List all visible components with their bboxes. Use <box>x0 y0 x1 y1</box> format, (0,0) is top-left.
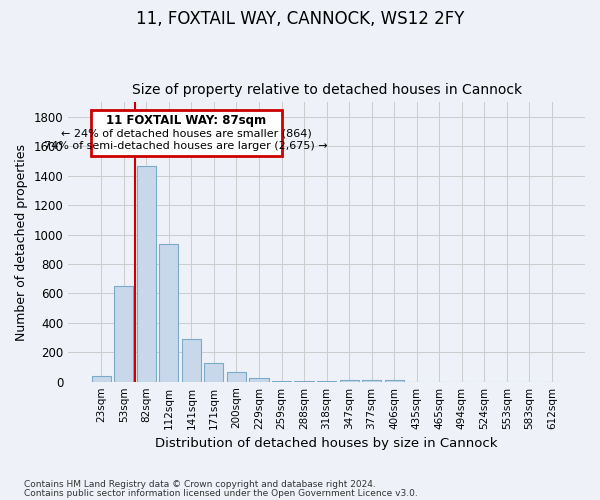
Text: 74% of semi-detached houses are larger (2,675) →: 74% of semi-detached houses are larger (… <box>44 141 328 151</box>
Y-axis label: Number of detached properties: Number of detached properties <box>15 144 28 340</box>
Bar <box>91 110 281 156</box>
Title: Size of property relative to detached houses in Cannock: Size of property relative to detached ho… <box>131 83 521 97</box>
Bar <box>250 378 269 382</box>
Bar <box>205 362 223 382</box>
Text: Contains public sector information licensed under the Open Government Licence v3: Contains public sector information licen… <box>24 489 418 498</box>
Bar <box>362 380 381 382</box>
Bar <box>295 381 314 382</box>
Bar <box>137 166 156 382</box>
Bar <box>159 244 178 382</box>
Text: 11 FOXTAIL WAY: 87sqm: 11 FOXTAIL WAY: 87sqm <box>106 114 266 127</box>
Text: 11, FOXTAIL WAY, CANNOCK, WS12 2FY: 11, FOXTAIL WAY, CANNOCK, WS12 2FY <box>136 10 464 28</box>
Text: ← 24% of detached houses are smaller (864): ← 24% of detached houses are smaller (86… <box>61 128 311 138</box>
Bar <box>385 380 404 382</box>
Bar <box>272 381 291 382</box>
Bar <box>114 286 133 382</box>
Bar <box>92 376 111 382</box>
Bar <box>182 339 201 382</box>
Bar <box>340 380 359 382</box>
X-axis label: Distribution of detached houses by size in Cannock: Distribution of detached houses by size … <box>155 437 498 450</box>
Bar <box>227 372 246 382</box>
Text: Contains HM Land Registry data © Crown copyright and database right 2024.: Contains HM Land Registry data © Crown c… <box>24 480 376 489</box>
